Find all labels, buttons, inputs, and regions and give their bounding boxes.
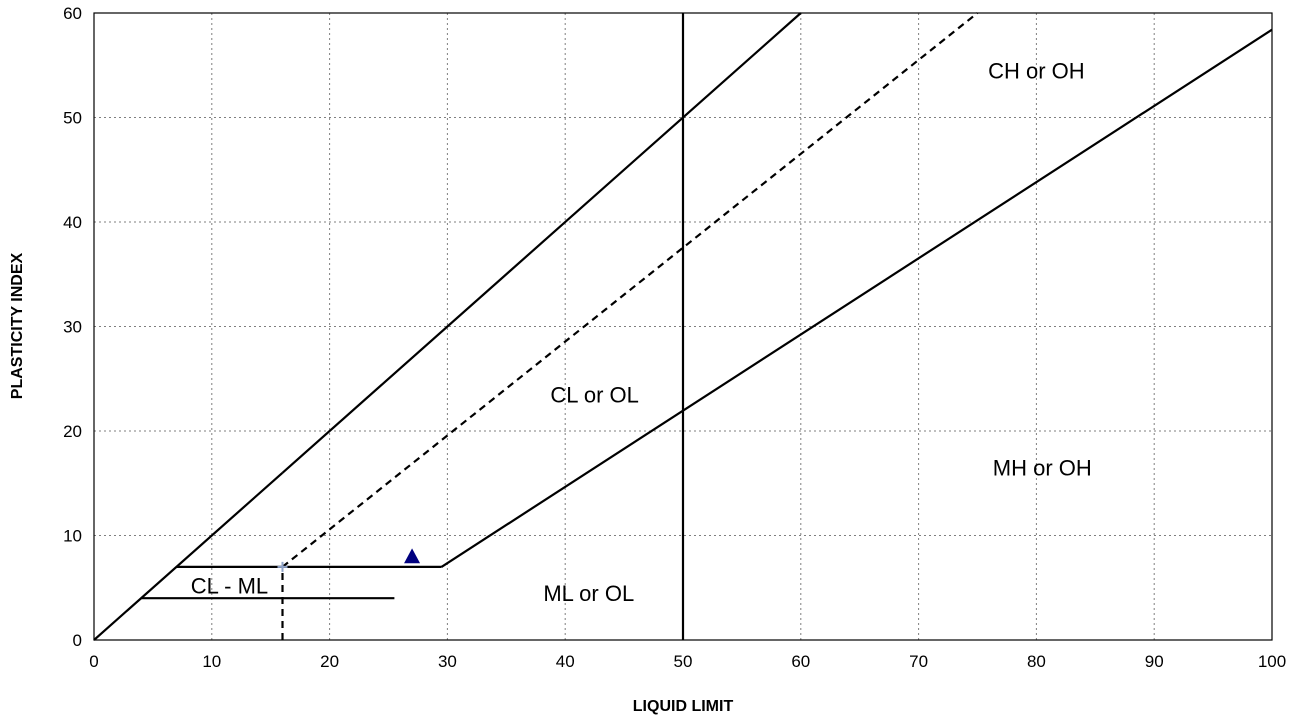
y-tick-label: 10 [63, 527, 82, 546]
x-tick-label: 90 [1145, 652, 1164, 671]
boundary-line [93, 471, 284, 641]
x-tick-label: 30 [438, 652, 457, 671]
boundary-lines [93, 12, 1273, 641]
y-axis-title: PLASTICITY INDEX [9, 252, 26, 399]
x-tick-label: 50 [674, 652, 693, 671]
y-tick-label: 40 [63, 213, 82, 232]
x-tick-label: 100 [1258, 652, 1286, 671]
boundary-line [281, 12, 979, 568]
zone-label: CL or OL [550, 382, 638, 407]
x-tick-label: 0 [89, 652, 98, 671]
data-point-plus [277, 561, 288, 572]
y-tick-label: 50 [63, 109, 82, 128]
data-point-triangle [404, 548, 421, 564]
x-tick-labels: 0 10 20 30 40 50 60 70 80 90 100 [89, 652, 1286, 671]
y-tick-label: 0 [73, 631, 82, 650]
y-tick-label: 30 [63, 318, 82, 337]
x-tick-label: 80 [1027, 652, 1046, 671]
y-tick-label: 60 [63, 4, 82, 23]
zone-label: ML or OL [543, 581, 634, 606]
zone-label: MH or OH [993, 456, 1092, 481]
data-points [277, 548, 421, 572]
x-tick-label: 40 [556, 652, 575, 671]
zone-label: CL - ML [191, 574, 268, 599]
y-tick-label: 20 [63, 422, 82, 441]
x-tick-label: 60 [791, 652, 810, 671]
x-tick-label: 20 [320, 652, 339, 671]
boundary-line [281, 12, 802, 474]
zone-labels: CH or OH CL or OL MH or OH CL - ML ML or OL [191, 58, 1092, 606]
x-tick-label: 70 [909, 652, 928, 671]
zone-label: CH or OH [988, 58, 1085, 83]
gridlines [94, 13, 1272, 640]
x-axis-title: LIQUID LIMIT [633, 698, 734, 715]
y-tick-labels: 0 10 20 30 40 50 60 [63, 4, 82, 650]
boundary-line [440, 28, 1273, 568]
x-tick-label: 10 [202, 652, 221, 671]
